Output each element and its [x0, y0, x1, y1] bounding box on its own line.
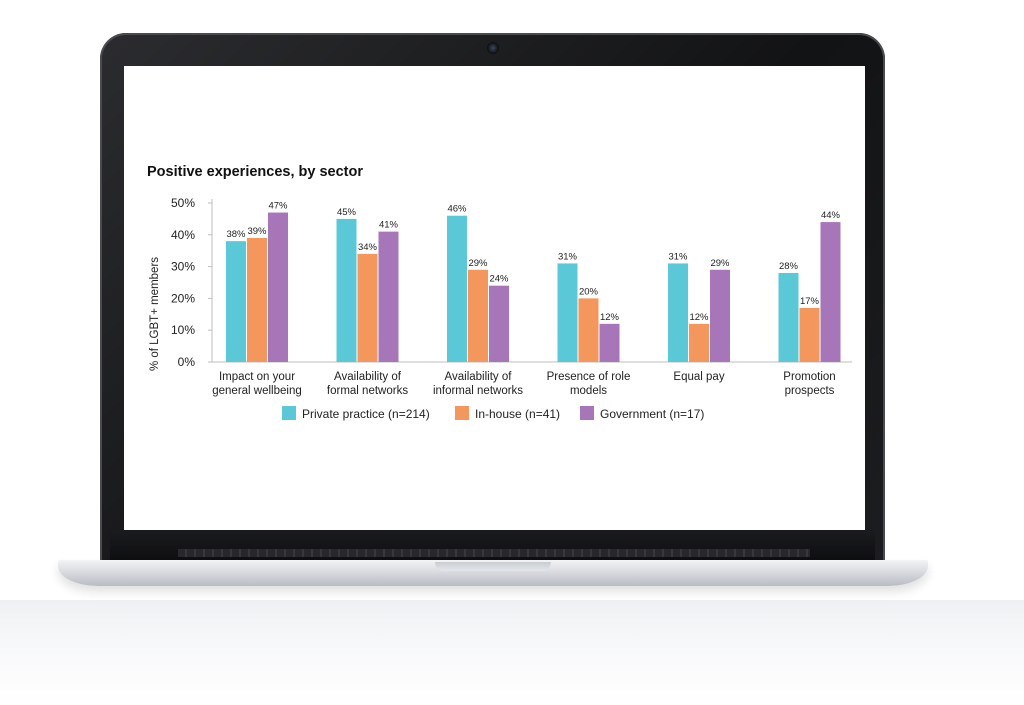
bar — [599, 323, 620, 362]
data-label: 17% — [800, 296, 820, 307]
data-label: 29% — [710, 258, 730, 269]
y-tick-label: 0% — [178, 355, 196, 369]
bar — [268, 212, 288, 362]
category-label: models — [570, 385, 607, 397]
surface-reflection — [0, 600, 1024, 705]
data-label: 41% — [379, 220, 399, 231]
category-label: Equal pay — [673, 371, 724, 383]
webcam — [487, 42, 499, 54]
legend-label: In-house (n=41) — [475, 407, 560, 421]
data-label: 47% — [268, 201, 288, 212]
data-label: 39% — [247, 226, 267, 237]
legend-swatch — [580, 406, 594, 420]
legend-swatch — [455, 406, 469, 420]
y-tick-label: 40% — [171, 228, 195, 242]
bar — [378, 231, 399, 362]
bar — [489, 285, 509, 362]
chart-title: Positive experiences, by sector — [147, 164, 363, 180]
data-label: 12% — [600, 312, 620, 323]
y-tick-label: 10% — [171, 323, 195, 337]
bar — [668, 263, 688, 362]
data-label: 28% — [779, 261, 799, 272]
bar — [226, 241, 246, 362]
bar — [689, 323, 709, 362]
bar — [447, 215, 467, 362]
data-label: 44% — [821, 210, 841, 221]
bar — [778, 272, 799, 362]
category-label: formal networks — [327, 385, 408, 397]
bar — [357, 253, 378, 362]
keyboard-edge — [178, 549, 810, 557]
bar — [578, 298, 599, 362]
data-label: 34% — [358, 242, 378, 253]
category-label: prospects — [785, 385, 835, 397]
bar — [799, 307, 820, 362]
category-label: Presence of role — [547, 371, 631, 383]
category-label: Promotion — [783, 371, 835, 383]
data-label: 31% — [668, 251, 688, 262]
bar — [557, 263, 578, 362]
y-tick-label: 50% — [171, 196, 195, 210]
data-label: 29% — [468, 258, 488, 269]
bar — [468, 269, 488, 362]
legend-swatch — [282, 406, 296, 420]
category-label: Impact on your — [219, 371, 295, 383]
y-tick-label: 30% — [171, 260, 195, 274]
legend-label: Private practice (n=214) — [302, 407, 430, 421]
bar — [820, 222, 841, 362]
data-label: 24% — [489, 274, 509, 285]
data-label: 46% — [447, 204, 467, 215]
bar — [710, 269, 730, 362]
y-tick-label: 20% — [171, 291, 195, 305]
data-label: 31% — [558, 251, 578, 262]
bar — [247, 237, 267, 362]
data-label: 45% — [337, 207, 357, 218]
plot-area: 0% 10% 20% 30% 40% 50% 38% 39% 47% Impact on your… — [171, 196, 852, 421]
category-label: general wellbeing — [212, 385, 302, 397]
category-label: informal networks — [433, 385, 523, 397]
data-label: 20% — [579, 286, 599, 297]
bar-chart: Positive experiences, by sector % of LGB… — [147, 164, 852, 421]
legend-label: Government (n=17) — [600, 407, 704, 421]
data-label: 38% — [226, 229, 246, 240]
category-label: Availability of — [445, 371, 513, 383]
laptop-notch — [435, 562, 551, 571]
data-label: 12% — [689, 312, 709, 323]
category-label: Availability of — [334, 371, 402, 383]
bar — [336, 218, 357, 362]
y-axis-label: % of LGBT+ members — [149, 257, 161, 371]
